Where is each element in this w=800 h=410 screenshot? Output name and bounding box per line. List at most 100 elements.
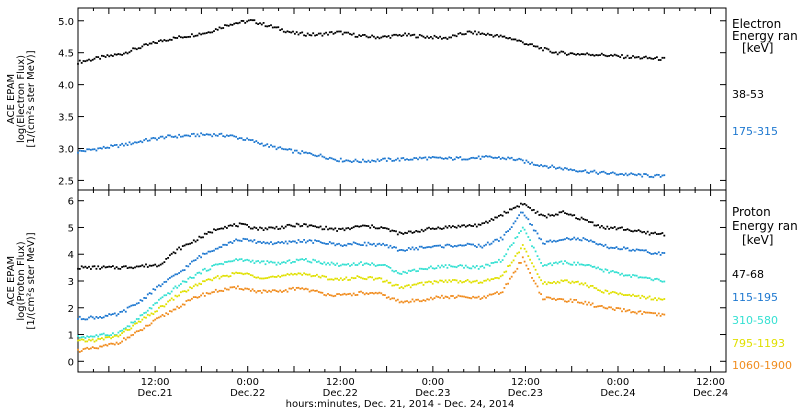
electron-data-point [628, 57, 631, 59]
proton-data-point [305, 241, 307, 244]
proton-data-point [573, 281, 576, 284]
proton-data-point [448, 243, 451, 246]
proton-data-point [169, 299, 171, 302]
electron-data-point [385, 160, 388, 162]
proton-data-point [439, 266, 441, 269]
proton-legend-entry: 1060-1900 [732, 359, 792, 372]
electron-data-point [227, 24, 230, 27]
electron-data-point [391, 34, 394, 37]
electron-data-point [582, 170, 585, 172]
proton-data-point [112, 336, 114, 338]
proton-data-point [246, 224, 248, 226]
proton-data-point [200, 256, 202, 259]
electron-data-point [108, 147, 111, 149]
proton-data-point [418, 245, 421, 248]
proton-data-point [411, 269, 414, 272]
proton-data-point [551, 264, 554, 267]
electron-data-point [327, 33, 329, 36]
proton-data-point [536, 232, 539, 235]
proton-data-point [521, 203, 524, 206]
proton-data-point [643, 311, 645, 313]
proton-data-point [611, 308, 614, 311]
proton-data-point [242, 273, 245, 276]
proton-data-point [176, 305, 179, 308]
proton-data-point [165, 258, 168, 260]
electron-data-point [356, 36, 359, 38]
proton-data-point [558, 281, 561, 284]
electron-data-point [86, 59, 89, 62]
electron-data-point [380, 36, 383, 39]
proton-data-point [328, 278, 331, 281]
proton-data-point [117, 331, 120, 334]
proton-data-point [183, 244, 186, 247]
proton-data-point [632, 311, 634, 313]
proton-data-point [433, 267, 436, 270]
proton-data-point [599, 243, 601, 245]
proton-data-point [84, 337, 87, 339]
electron-data-point [496, 34, 498, 36]
electron-ytick-label: 4.0 [58, 81, 74, 92]
proton-data-point [332, 278, 335, 281]
proton-data-point [249, 290, 252, 292]
proton-data-point [646, 251, 649, 253]
proton-data-point [450, 245, 452, 247]
proton-data-point [362, 291, 364, 294]
proton-data-point [374, 291, 377, 294]
electron-data-point [652, 58, 655, 60]
proton-data-point [113, 267, 116, 270]
proton-data-point [516, 252, 519, 255]
proton-data-point [220, 275, 223, 278]
proton-data-point [220, 227, 223, 230]
proton-data-point [312, 289, 315, 292]
proton-data-point [402, 301, 405, 304]
proton-data-point [211, 279, 214, 282]
proton-data-point [233, 240, 236, 242]
proton-data-point [220, 246, 223, 248]
proton-data-point [514, 206, 517, 209]
proton-data-point [209, 250, 212, 253]
proton-data-point [562, 280, 565, 282]
proton-data-point [237, 272, 239, 274]
proton-data-point [169, 277, 171, 279]
proton-data-point [97, 347, 100, 350]
proton-data-point [99, 316, 101, 318]
electron-data-point [264, 25, 267, 28]
proton-data-point [321, 228, 324, 231]
proton-data-point [538, 276, 541, 279]
proton-data-point [242, 223, 245, 225]
proton-data-point [139, 329, 142, 331]
proton-data-point [255, 227, 258, 229]
electron-data-point [516, 158, 519, 161]
proton-data-point [134, 331, 136, 334]
proton-data-point [643, 295, 645, 298]
proton-data-point [259, 290, 261, 292]
electron-data-point [279, 29, 282, 31]
proton-data-point [277, 228, 280, 230]
electron-data-point [292, 30, 294, 33]
proton-data-point [635, 248, 638, 251]
electron-data-point [406, 34, 408, 37]
proton-data-point [492, 262, 495, 264]
electron-data-point [224, 24, 226, 26]
proton-data-point [483, 244, 486, 247]
proton-data-point [619, 292, 622, 295]
electron-data-point [634, 173, 636, 176]
proton-data-point [442, 297, 445, 299]
proton-data-point [365, 225, 368, 227]
proton-data-point [321, 263, 324, 265]
proton-data-point [512, 207, 515, 209]
proton-data-point [659, 232, 662, 235]
proton-data-point [106, 334, 109, 337]
proton-data-point [389, 281, 392, 284]
proton-data-point [330, 261, 333, 264]
proton-data-point [553, 297, 555, 300]
proton-data-point [196, 257, 199, 260]
electron-data-point [624, 172, 627, 175]
proton-data-point [461, 295, 463, 298]
electron-data-point [415, 157, 418, 159]
electron-data-point [126, 52, 129, 55]
proton-data-point [170, 297, 173, 300]
proton-data-point [237, 259, 239, 262]
proton-data-point [567, 300, 570, 303]
proton-data-point [235, 271, 237, 274]
